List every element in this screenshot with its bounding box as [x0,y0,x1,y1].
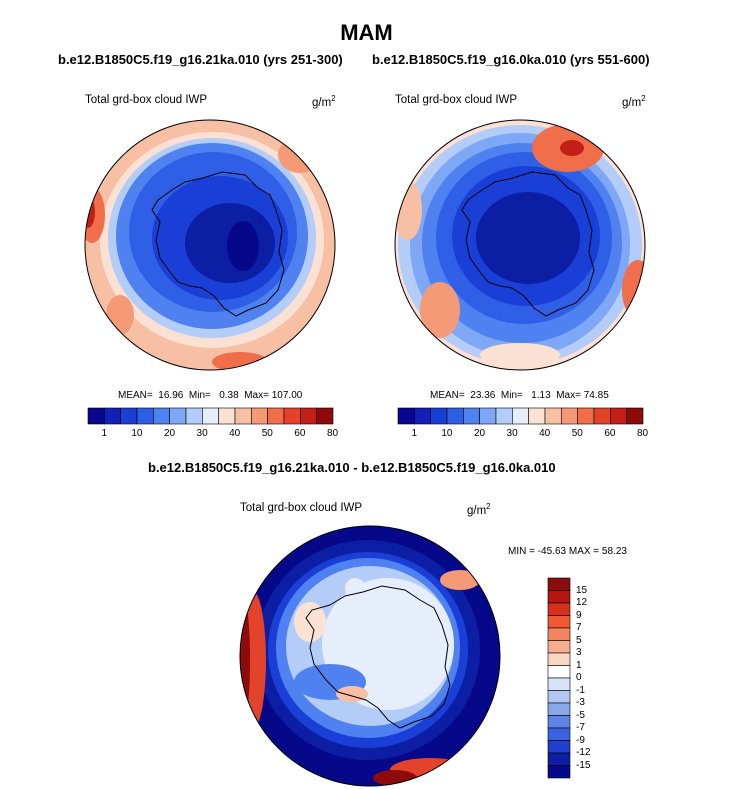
colorbar-swatch [547,702,571,716]
colorbar-tick-label: 10 [131,428,143,439]
colorbar-swatch [547,765,571,779]
panel-2-case-title: b.e12.B1850C5.f19_g16.0ka.010 (yrs 551-6… [372,52,650,67]
panel-1-variable-label: Total grd-box cloud IWP [85,94,208,106]
diff-case-title: b.e12.B1850C5.f19_g16.21ka.010 - b.e12.B… [148,460,556,475]
colorbar-tick-label: 1 [411,428,418,439]
colorbar-swatch [626,407,644,425]
panel-1-stats: MEAN= 16.96 Min= 0.38 Max= 107.00 [118,390,303,401]
colorbar-tick-label: -15 [576,759,591,771]
panel-2-variable-label: Total grd-box cloud IWP [395,94,518,106]
colorbar-swatch [547,665,571,679]
colorbar-swatch [547,590,571,604]
colorbar-tick-label: 20 [473,428,486,439]
panel-1-colorbar-labels: 1 10 20 30 40 50 60 80 [88,428,339,442]
colorbar-swatch [547,627,571,641]
colorbar-tick-label: 40 [229,428,241,439]
colorbar-tick-label: 12 [576,597,588,608]
colorbar-swatch [547,677,571,691]
colorbar-tick-label: 10 [441,428,453,439]
panel-1-units: g/m2 [312,94,336,109]
colorbar-swatch [547,615,571,629]
panel-1-colorbar-swatches [87,407,334,425]
colorbar-swatch [547,577,571,591]
colorbar-tick-label: 7 [576,622,582,633]
colorbar-tick-label: 30 [196,428,208,439]
colorbar-tick-label: 60 [604,428,616,439]
colorbar-tick-label: 50 [571,428,583,439]
diff-variable-label: Total grd-box cloud IWP [240,502,363,514]
colorbar-tick-label: 5 [576,634,582,646]
colorbar-tick-label: -7 [576,722,585,733]
colorbar-tick-label: -12 [576,747,591,758]
colorbar-tick-label: -5 [576,709,585,721]
colorbar-tick-label: 80 [636,428,649,439]
panel-2-units: g/m2 [622,94,646,109]
diff-units: g/m2 [467,502,491,517]
colorbar-tick-label: 20 [163,428,176,439]
colorbar-tick-label: 50 [261,428,273,439]
diff-colorbar-labels: 15 12 9 7 5 3 1 0 -1 -3 -5 -7 -9 -12 -15 [576,578,616,778]
colorbar-tick-label: -9 [576,734,585,746]
colorbar-tick-label: 9 [576,609,582,621]
colorbar-tick-label: -1 [576,684,585,696]
diff-colorbar [547,577,571,779]
colorbar-swatch [547,740,571,754]
colorbar-tick-label: 3 [576,647,582,658]
colorbar-swatch [547,602,571,616]
colorbar-swatch [547,727,571,741]
colorbar-swatch [316,407,334,425]
colorbar-swatch [547,715,571,729]
panel-2-colorbar-labels: 1 10 20 30 40 50 60 80 [398,428,649,442]
colorbar-swatch [547,652,571,666]
colorbar-swatch [547,640,571,654]
diff-minmax: MIN = -45.63 MAX = 58.23 [508,546,627,557]
colorbar-tick-label: 40 [539,428,551,439]
panel-2-stats: MEAN= 23.36 Min= 1.13 Max= 74.85 [430,390,609,401]
panel-2-colorbar-swatches [397,407,644,425]
colorbar-tick-label: 30 [506,428,518,439]
colorbar-tick-label: 1 [101,428,108,439]
panel-1-case-title: b.e12.B1850C5.f19_g16.21ka.010 (yrs 251-… [58,52,343,67]
colorbar-tick-label: 15 [576,584,588,596]
panel-2-colorbar [397,407,644,425]
colorbar-swatch [547,690,571,704]
colorbar-tick-label: 1 [576,659,582,671]
colorbar-tick-label: 0 [576,672,582,683]
figure-title: MAM [340,20,393,45]
diff-colorbar-swatches [547,577,571,779]
colorbar-tick-label: 80 [326,428,339,439]
panel-1-colorbar [87,407,334,425]
colorbar-tick-label: 60 [294,428,306,439]
colorbar-swatch [547,752,571,766]
colorbar-tick-label: -3 [576,697,585,708]
